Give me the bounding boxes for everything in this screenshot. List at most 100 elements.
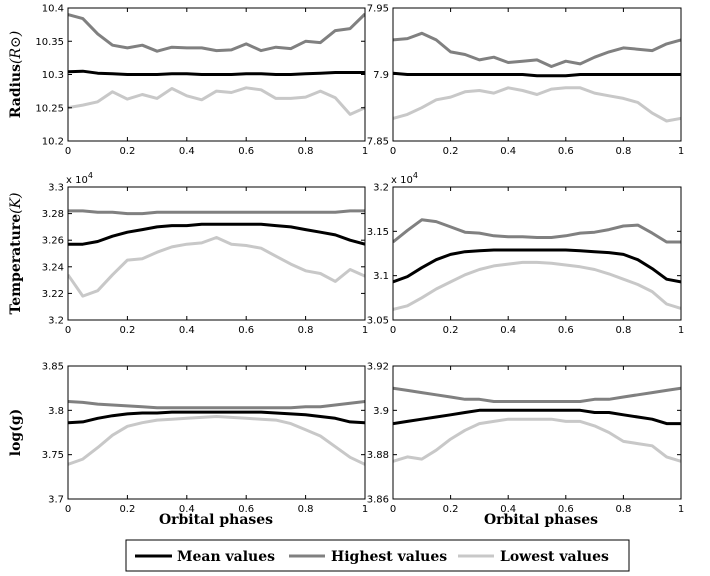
y-tick-label: 3.26 — [42, 236, 64, 247]
x-tick-label: 1 — [362, 504, 368, 515]
series-line-low — [68, 236, 365, 298]
legend-box — [125, 539, 630, 572]
axis-multiplier-exponent: 4 — [88, 171, 93, 180]
y-tick-label: 10.35 — [35, 37, 64, 48]
series-group — [68, 400, 365, 466]
y-tick-label: 3.88 — [367, 450, 389, 461]
x-tick-label: 0.4 — [179, 504, 195, 515]
series-line-mean — [68, 410, 365, 425]
y-tick-label: 3.3 — [48, 183, 64, 194]
x-tick-label: 0.4 — [500, 325, 516, 336]
series-line-mean — [393, 71, 681, 78]
x-tick-label: 0.2 — [443, 146, 459, 157]
plot-area — [68, 187, 365, 320]
axes-frame — [392, 7, 682, 142]
plot-area — [393, 366, 681, 499]
y-tick-label: 10.25 — [35, 103, 64, 114]
x-axis-label: Orbital phases — [159, 512, 273, 528]
legend-label-high: Highest values — [331, 549, 447, 565]
y-tick-label: 3.28 — [42, 209, 64, 220]
series-line-low — [393, 86, 681, 123]
series-line-low — [393, 260, 681, 311]
y-tick-label: 7.85 — [367, 137, 389, 148]
x-tick-label: 0.2 — [443, 504, 459, 515]
x-tick-label: 0.4 — [179, 146, 195, 157]
y-tick-label: 3.8 — [48, 406, 64, 417]
series-line-low — [68, 86, 365, 116]
x-tick-label: 1 — [362, 325, 368, 336]
y-tick-label: 3.9 — [373, 406, 389, 417]
series-line-high — [68, 12, 365, 53]
xlabel-right: Orbital phases — [484, 512, 598, 528]
y-tick-label: 3.7 — [48, 495, 64, 506]
y-tick-label: 3.92 — [367, 362, 389, 373]
axes-frame — [392, 365, 682, 500]
plot-area — [68, 366, 365, 499]
series-group — [393, 386, 681, 463]
series-line-high — [393, 386, 681, 403]
y-tick-label: 3.2 — [373, 183, 389, 194]
axes-frame — [392, 186, 682, 321]
x-tick-label: 0 — [390, 504, 396, 515]
series-line-low — [68, 415, 365, 466]
series-line-mean — [393, 248, 681, 284]
x-axis-label: Orbital phases — [484, 512, 598, 528]
x-tick-label: 0.2 — [119, 325, 135, 336]
x-tick-label: 0.6 — [238, 504, 254, 515]
x-tick-label: 1 — [362, 146, 368, 157]
series-group — [68, 209, 365, 298]
x-tick-label: 0.2 — [119, 146, 135, 157]
chart-panel-6: 0 0.2 0.4 0.6 0.8 1 3.86 3.88 3.9 3.92 — [367, 362, 684, 516]
series-line-high — [393, 218, 681, 244]
y-tick-label: 7.95 — [367, 4, 389, 15]
series-group — [393, 218, 681, 311]
x-tick-label: 1 — [678, 146, 684, 157]
y-tick-label: 3.75 — [42, 450, 64, 461]
x-tick-label: 0.6 — [238, 146, 254, 157]
axis-multiplier-exponent: 4 — [413, 171, 418, 180]
y-tick-label: 10.4 — [42, 4, 64, 15]
x-tick-label: 0.2 — [443, 325, 459, 336]
x-tick-label: 0.8 — [615, 146, 631, 157]
legend-label-mean: Mean values — [177, 549, 275, 565]
x-tick-label: 0 — [390, 146, 396, 157]
chart-panel-5: 0 0.2 0.4 0.6 0.8 1 3.7 3.75 3.8 3.85 log(g) — [8, 362, 368, 516]
legend-label-low: Lowest values — [500, 549, 609, 565]
y-tick-label: 7.9 — [373, 70, 389, 81]
chart-panel-2: 0 0.2 0.4 0.6 0.8 1 7.85 7.9 7.95 — [367, 4, 684, 158]
axes-frame — [67, 7, 366, 142]
y-axis-label: Radius(R⊙) — [8, 31, 24, 118]
series-line-mean — [68, 69, 365, 76]
x-tick-label: 0.4 — [500, 146, 516, 157]
x-tick-label: 0 — [390, 325, 396, 336]
y-tick-label: 3.05 — [367, 316, 389, 327]
series-line-mean — [393, 408, 681, 426]
x-tick-label: 0.6 — [558, 504, 574, 515]
y-tick-label: 10.3 — [42, 70, 64, 81]
panels: 0 0.2 0.4 0.6 0.8 110.210.2510.310.3510.4Radi… — [8, 4, 684, 516]
y-tick-label: 3.22 — [42, 289, 64, 300]
chart-panel-1: 0 0.2 0.4 0.6 0.8 1 10.2 10.25 10.3 10.35 10.4 Radi… — [8, 4, 368, 158]
y-tick-label: 3.85 — [42, 362, 64, 373]
x-tick-label: 0 — [65, 504, 71, 515]
plot-area — [393, 187, 681, 320]
series-line-low — [393, 417, 681, 463]
xlabel-left: Orbital phases — [159, 512, 273, 528]
y-axis-unit: (R⊙) — [8, 31, 24, 64]
x-tick-label: 0 — [65, 325, 71, 336]
axis-multiplier: x 104 — [391, 171, 418, 186]
chart-panel-3: 0 0.2 0.4 0.6 0.8 1 3.2 3.22 3.24 3.26 3.28 3.3x 10… — [8, 171, 368, 336]
series-line-high — [393, 31, 681, 68]
y-tick-label: 3.15 — [367, 227, 389, 238]
x-tick-label: 1 — [678, 325, 684, 336]
x-tick-label: 0.8 — [615, 504, 631, 515]
x-tick-label: 0.8 — [298, 325, 314, 336]
axes-frame — [67, 186, 366, 321]
chart-panel-4: 0 0.2 0.4 0.6 0.8 1 3.05 3.1 3.15 3.2x 104 — [367, 171, 684, 336]
y-tick-label: 10.2 — [42, 137, 64, 148]
y-tick-label: 3.24 — [42, 262, 64, 273]
x-tick-label: 0.6 — [238, 325, 254, 336]
series-group — [68, 12, 365, 116]
series-group — [393, 31, 681, 123]
y-axis-label: Temperature(K) — [8, 193, 24, 315]
